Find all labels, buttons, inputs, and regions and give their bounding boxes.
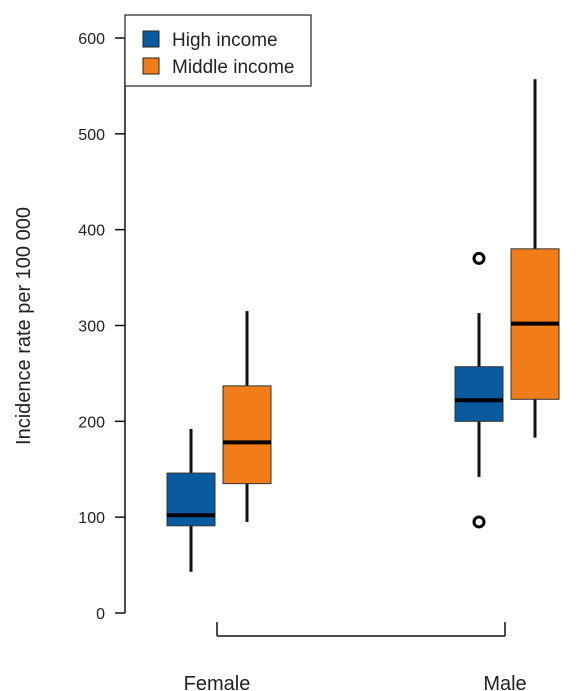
legend: High income Middle income	[124, 14, 312, 87]
box-middle-income-female	[222, 311, 272, 522]
box-groups	[166, 79, 560, 572]
x-tick-label-male: Male	[483, 673, 526, 691]
legend-swatch	[142, 57, 160, 75]
x-tick-label-female: Female	[184, 673, 251, 691]
y-tick-label: 100	[78, 510, 105, 527]
box-high-income-male	[454, 251, 504, 529]
y-tick-label: 400	[78, 223, 105, 240]
y-tick-label: 300	[78, 319, 105, 336]
y-axis-label: Incidence rate per 100 000	[13, 207, 35, 445]
y-tick-label: 200	[78, 414, 105, 431]
box-middle-income-male	[510, 79, 560, 438]
y-tick-label: 0	[96, 606, 105, 623]
legend-label: Middle income	[172, 57, 295, 78]
outlier-point	[472, 515, 486, 529]
iqr-box	[454, 366, 504, 422]
y-axis: 0 100 200 300 400 500 600	[78, 31, 126, 623]
y-tick-label: 600	[78, 31, 105, 48]
box-high-income-female	[166, 429, 216, 572]
x-axis: Female Male	[184, 622, 527, 691]
legend-label: High income	[172, 30, 278, 51]
outlier-point	[472, 251, 486, 265]
iqr-box	[166, 472, 216, 527]
y-tick-label: 500	[78, 127, 105, 144]
iqr-box	[222, 385, 272, 485]
legend-swatch	[142, 30, 160, 48]
